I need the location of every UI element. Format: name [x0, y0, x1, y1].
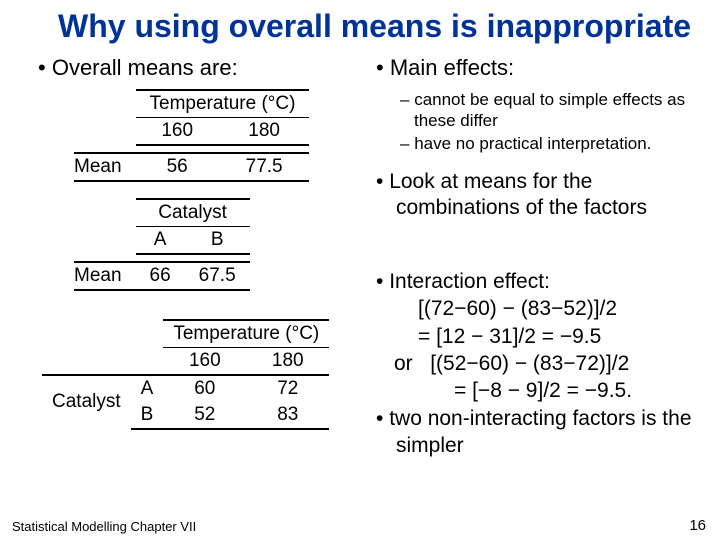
overall-means-heading: Overall means are:: [38, 55, 368, 81]
t2-rowlabel: Mean: [74, 262, 136, 290]
t2-v0: 66: [136, 262, 185, 290]
sub-point-1: have no practical interpretation.: [376, 133, 700, 154]
left-column: Overall means are: Temperature (°C) 1601…: [38, 55, 368, 459]
equation-3: [(52−60) − (83−72)]/2: [430, 352, 629, 375]
t1-col-0: 160: [136, 117, 219, 145]
t2-v1: 67.5: [185, 262, 250, 290]
t3-r1-v1: 83: [246, 402, 329, 429]
t1-header: Temperature (°C): [136, 90, 310, 118]
slide: Why using overall means is inappropriate…: [0, 0, 720, 459]
page-number: 16: [689, 517, 706, 534]
t3-r0-v0: 60: [163, 375, 246, 402]
t1-rowlabel: Mean: [74, 153, 136, 181]
t1-col-1: 180: [219, 117, 310, 145]
equation-or: or [(52−60) − (83−72)]/2: [376, 350, 700, 377]
interaction-effect-label: Interaction effect:: [376, 269, 700, 295]
t3-header: Temperature (°C): [163, 320, 329, 348]
t3-r0-v1: 72: [246, 375, 329, 402]
sub-point-0: cannot be equal to simple effects as the…: [376, 89, 700, 132]
slide-title: Why using overall means is inappropriate: [0, 8, 720, 51]
footer-text: Statistical Modelling Chapter VII: [12, 519, 196, 534]
table-catalyst-means: Catalyst AB Mean6667.5: [38, 198, 368, 291]
table-temp-means: Temperature (°C) 160180 Mean5677.5: [38, 89, 368, 182]
equation-4: = [−8 − 9]/2 = −9.5.: [376, 377, 700, 404]
main-effects-heading: Main effects:: [376, 55, 700, 81]
equation-2: = [12 − 31]/2 = −9.5: [376, 323, 700, 350]
t3-r0-label: A: [131, 375, 164, 402]
look-at-means: Look at means for the combinations of th…: [376, 169, 700, 222]
t3-col-0: 160: [163, 347, 246, 375]
t3-sidelabel: Catalyst: [42, 375, 131, 429]
equation-1: [(72−60) − (83−52)]/2: [376, 295, 700, 322]
two-non-interacting: two non-interacting factors is the simpl…: [376, 406, 700, 459]
t2-col-1: B: [185, 226, 250, 254]
t1-v1: 77.5: [219, 153, 310, 181]
t3-r1-v0: 52: [163, 402, 246, 429]
t1-v0: 56: [136, 153, 219, 181]
t3-col-1: 180: [246, 347, 329, 375]
t2-col-0: A: [136, 226, 185, 254]
or-label: or: [394, 352, 413, 375]
table-combination: Temperature (°C) 160180 Catalyst A 60 72…: [38, 319, 368, 430]
right-column: Main effects: cannot be equal to simple …: [368, 55, 700, 459]
t3-r1-label: B: [131, 402, 164, 429]
t2-header: Catalyst: [136, 199, 250, 227]
content-columns: Overall means are: Temperature (°C) 1601…: [0, 51, 720, 459]
